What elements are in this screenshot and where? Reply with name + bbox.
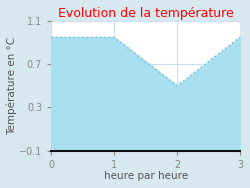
Y-axis label: Température en °C: Température en °C bbox=[7, 37, 18, 135]
X-axis label: heure par heure: heure par heure bbox=[104, 171, 188, 181]
Title: Evolution de la température: Evolution de la température bbox=[58, 7, 234, 20]
